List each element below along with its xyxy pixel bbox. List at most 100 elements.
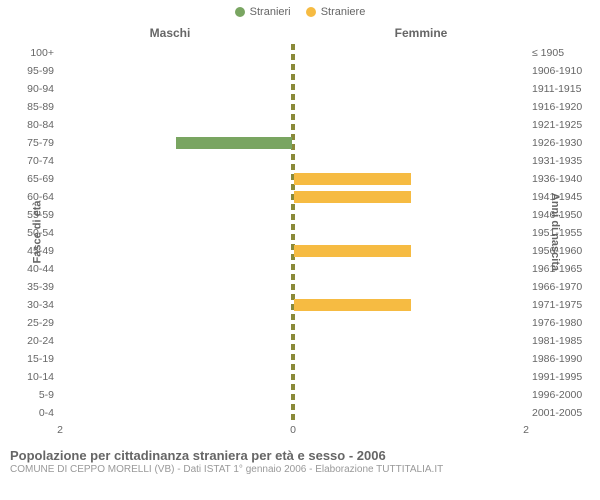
row-male <box>60 386 293 404</box>
chart-container: Stranieri Straniere Maschi Femmine Fasce… <box>0 0 600 500</box>
row-male <box>60 62 293 80</box>
bar-female <box>294 173 411 185</box>
y-label-birth: 1936-1940 <box>532 170 600 188</box>
y-label-age: 75-79 <box>0 134 54 152</box>
bar-female <box>294 299 411 311</box>
y-label-birth: 1926-1930 <box>532 134 600 152</box>
y-label-age: 65-69 <box>0 170 54 188</box>
row-female <box>293 314 526 332</box>
row-male <box>60 260 293 278</box>
row-male <box>60 278 293 296</box>
y-label-age: 85-89 <box>0 98 54 116</box>
y-label-birth: 1931-1935 <box>532 152 600 170</box>
row-male <box>60 98 293 116</box>
y-label-birth: 1986-1990 <box>532 350 600 368</box>
y-label-age: 40-44 <box>0 260 54 278</box>
y-label-birth: 1981-1985 <box>532 332 600 350</box>
row-female <box>293 116 526 134</box>
row-female <box>293 206 526 224</box>
row-male <box>60 188 293 206</box>
row-female <box>293 80 526 98</box>
chart-area: Maschi Femmine Fasce di età Anni di nasc… <box>0 22 600 442</box>
row-female <box>293 296 526 314</box>
y-label-birth: 1916-1920 <box>532 98 600 116</box>
row-male <box>60 350 293 368</box>
row-male <box>60 314 293 332</box>
legend-item-female: Straniere <box>306 6 366 18</box>
y-label-age: 70-74 <box>0 152 54 170</box>
y-label-birth: 1951-1955 <box>532 224 600 242</box>
y-label-age: 50-54 <box>0 224 54 242</box>
x-tick: 2 <box>523 424 529 436</box>
row-female <box>293 224 526 242</box>
x-axis: 20 2 <box>60 422 526 436</box>
column-title-female: Femmine <box>300 26 600 40</box>
legend-item-male: Stranieri <box>235 6 291 18</box>
y-label-age: 60-64 <box>0 188 54 206</box>
row-male <box>60 224 293 242</box>
y-label-age: 5-9 <box>0 386 54 404</box>
row-male <box>60 332 293 350</box>
y-label-birth: 1921-1925 <box>532 116 600 134</box>
footer: Popolazione per cittadinanza straniera p… <box>0 442 600 475</box>
row-female <box>293 170 526 188</box>
row-female <box>293 368 526 386</box>
row-female <box>293 386 526 404</box>
y-label-age: 80-84 <box>0 116 54 134</box>
row-female <box>293 278 526 296</box>
bar-female <box>294 191 411 203</box>
y-label-birth: 1956-1960 <box>532 242 600 260</box>
bar-female <box>294 245 411 257</box>
y-label-age: 100+ <box>0 44 54 62</box>
y-label-age: 15-19 <box>0 350 54 368</box>
column-title-male: Maschi <box>0 26 300 40</box>
y-label-birth: 1906-1910 <box>532 62 600 80</box>
x-axis-right: 2 <box>293 422 526 436</box>
legend: Stranieri Straniere <box>0 0 600 22</box>
y-label-birth: ≤ 1905 <box>532 44 600 62</box>
row-male <box>60 296 293 314</box>
row-male <box>60 242 293 260</box>
legend-label-male: Stranieri <box>250 6 291 18</box>
row-male <box>60 170 293 188</box>
row-female <box>293 188 526 206</box>
x-tick: 2 <box>57 424 63 436</box>
y-label-age: 35-39 <box>0 278 54 296</box>
row-female <box>293 98 526 116</box>
row-male <box>60 116 293 134</box>
footer-subtitle: COMUNE DI CEPPO MORELLI (VB) - Dati ISTA… <box>10 464 590 475</box>
row-male <box>60 44 293 62</box>
y-label-birth: 2001-2005 <box>532 404 600 422</box>
y-label-age: 0-4 <box>0 404 54 422</box>
y-label-age: 90-94 <box>0 80 54 98</box>
row-female <box>293 350 526 368</box>
row-male <box>60 80 293 98</box>
row-female <box>293 152 526 170</box>
y-label-age: 25-29 <box>0 314 54 332</box>
y-label-birth: 1976-1980 <box>532 314 600 332</box>
legend-label-female: Straniere <box>321 6 366 18</box>
legend-dot-male <box>235 7 245 17</box>
row-male <box>60 152 293 170</box>
row-female <box>293 404 526 422</box>
row-male <box>60 368 293 386</box>
bar-male <box>176 137 293 149</box>
y-label-age: 30-34 <box>0 296 54 314</box>
y-label-age: 95-99 <box>0 62 54 80</box>
y-label-birth: 1911-1915 <box>532 80 600 98</box>
x-axis-left: 20 <box>60 422 293 436</box>
row-female <box>293 134 526 152</box>
y-label-birth: 1941-1945 <box>532 188 600 206</box>
row-female <box>293 242 526 260</box>
y-label-birth: 1991-1995 <box>532 368 600 386</box>
legend-dot-female <box>306 7 316 17</box>
y-label-birth: 1971-1975 <box>532 296 600 314</box>
row-male <box>60 404 293 422</box>
row-female <box>293 44 526 62</box>
y-label-age: 10-14 <box>0 368 54 386</box>
row-male <box>60 134 293 152</box>
row-female <box>293 332 526 350</box>
y-label-age: 55-59 <box>0 206 54 224</box>
y-label-birth: 1946-1950 <box>532 206 600 224</box>
row-female <box>293 260 526 278</box>
